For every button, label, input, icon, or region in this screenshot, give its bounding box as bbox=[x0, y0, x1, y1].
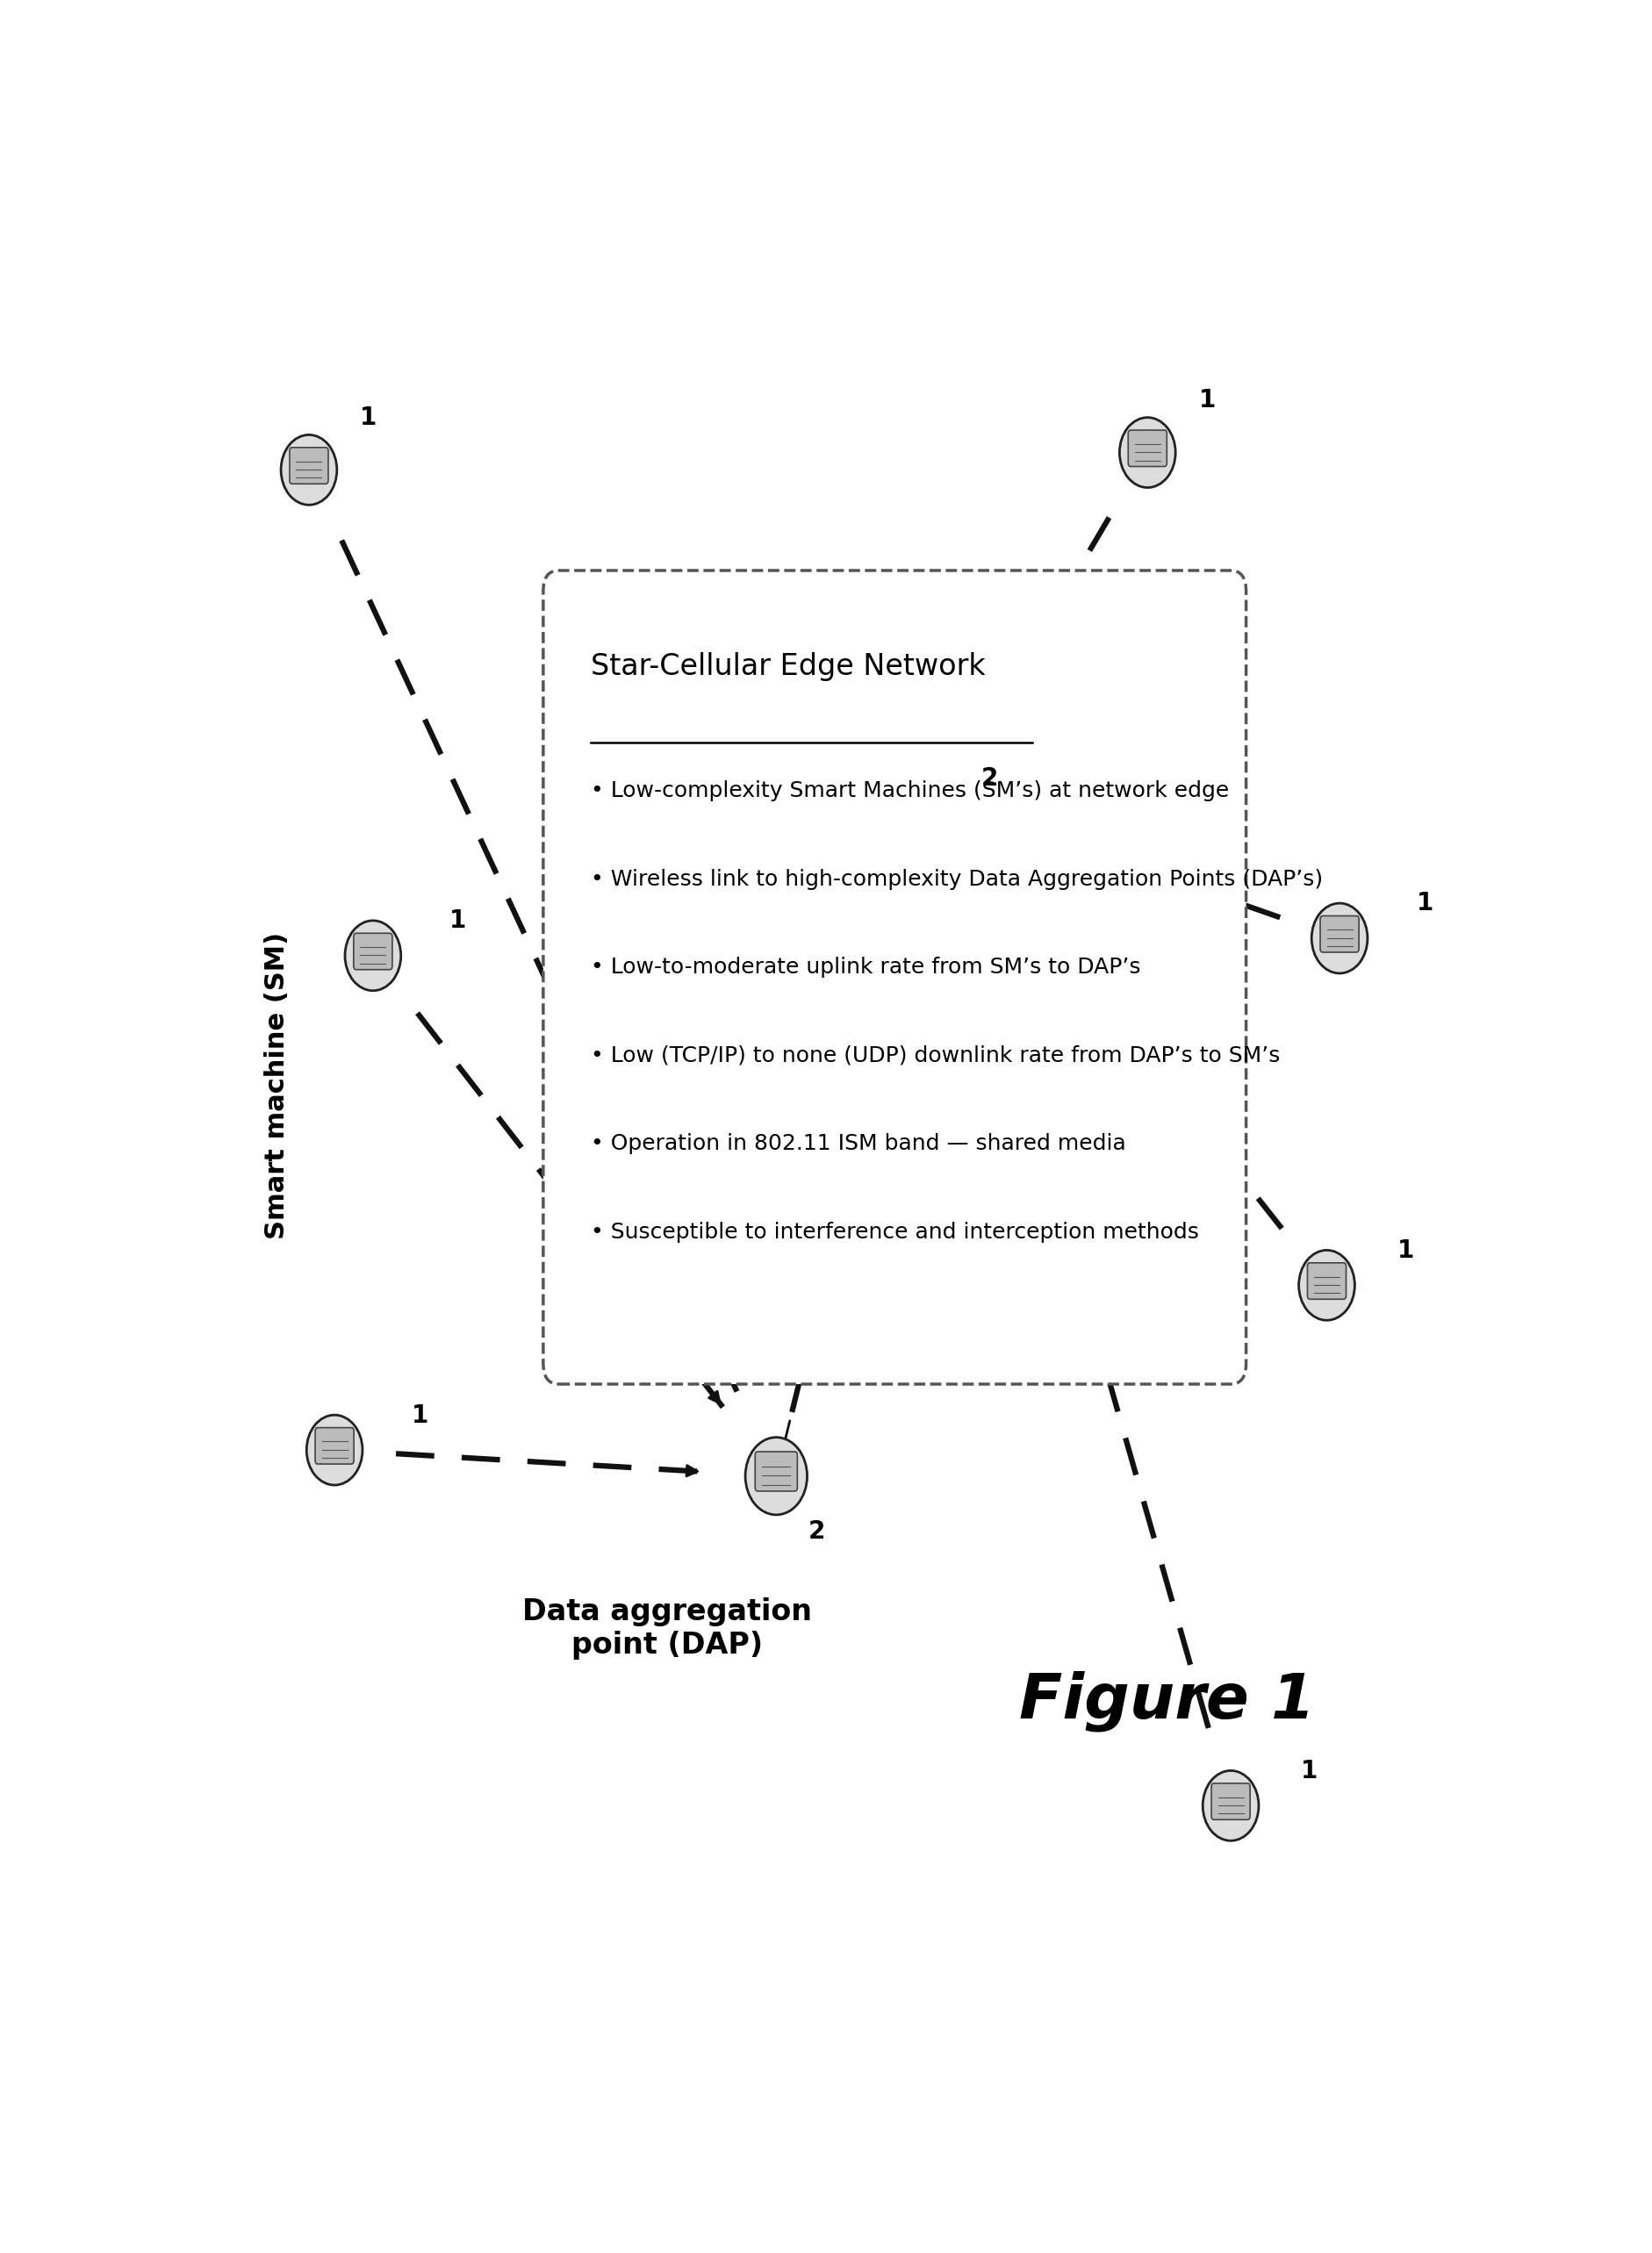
FancyBboxPatch shape bbox=[316, 1428, 354, 1464]
Text: • Operation in 802.11 ISM band — shared media: • Operation in 802.11 ISM band — shared … bbox=[591, 1133, 1125, 1154]
Ellipse shape bbox=[307, 1415, 362, 1485]
Text: Smart machine (SM): Smart machine (SM) bbox=[264, 933, 289, 1239]
FancyBboxPatch shape bbox=[1128, 430, 1166, 466]
Text: • Susceptible to interference and interception methods: • Susceptible to interference and interc… bbox=[591, 1221, 1199, 1241]
Text: 1: 1 bbox=[1416, 892, 1434, 917]
Ellipse shape bbox=[1203, 1771, 1259, 1841]
FancyBboxPatch shape bbox=[755, 1451, 798, 1491]
Ellipse shape bbox=[1298, 1250, 1355, 1320]
FancyBboxPatch shape bbox=[922, 775, 963, 816]
Text: 1: 1 bbox=[1398, 1239, 1414, 1264]
Ellipse shape bbox=[912, 762, 973, 838]
Text: Data aggregation
point (DAP): Data aggregation point (DAP) bbox=[522, 1597, 813, 1660]
Text: 1: 1 bbox=[411, 1404, 428, 1428]
Text: Star-Cellular Edge Network: Star-Cellular Edge Network bbox=[591, 651, 985, 680]
Text: • Low (TCP/IP) to none (UDP) downlink rate from DAP’s to SM’s: • Low (TCP/IP) to none (UDP) downlink ra… bbox=[591, 1045, 1280, 1066]
FancyBboxPatch shape bbox=[1211, 1784, 1251, 1820]
Text: 1: 1 bbox=[1199, 388, 1216, 412]
FancyBboxPatch shape bbox=[544, 570, 1246, 1383]
Ellipse shape bbox=[345, 921, 401, 991]
Text: Figure 1: Figure 1 bbox=[1019, 1672, 1315, 1733]
Ellipse shape bbox=[1120, 417, 1176, 487]
FancyBboxPatch shape bbox=[1320, 917, 1360, 953]
Text: 1: 1 bbox=[360, 406, 377, 430]
Text: • Wireless link to high-complexity Data Aggregation Points (DAP’s): • Wireless link to high-complexity Data … bbox=[591, 870, 1323, 890]
Text: 1: 1 bbox=[449, 908, 466, 933]
FancyBboxPatch shape bbox=[289, 448, 329, 484]
Text: 2: 2 bbox=[808, 1519, 826, 1543]
Text: • Low-to-moderate uplink rate from SM’s to DAP’s: • Low-to-moderate uplink rate from SM’s … bbox=[591, 958, 1140, 978]
Ellipse shape bbox=[1312, 903, 1368, 973]
FancyBboxPatch shape bbox=[354, 933, 392, 969]
FancyBboxPatch shape bbox=[1307, 1264, 1346, 1300]
Text: 2: 2 bbox=[981, 766, 998, 791]
Text: 1: 1 bbox=[1302, 1760, 1318, 1784]
Text: • Low-complexity Smart Machines (SM’s) at network edge: • Low-complexity Smart Machines (SM’s) a… bbox=[591, 780, 1229, 802]
Ellipse shape bbox=[281, 435, 337, 505]
Ellipse shape bbox=[745, 1437, 808, 1514]
